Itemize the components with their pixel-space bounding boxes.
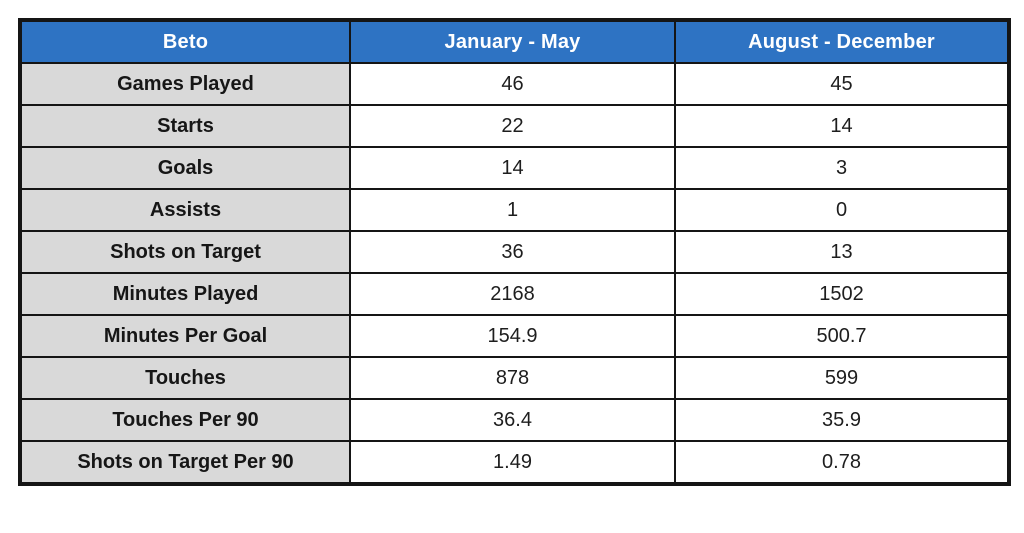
cell-value: 46 bbox=[349, 62, 676, 106]
header-player-name: Beto bbox=[19, 19, 351, 64]
row-label: Shots on Target Per 90 bbox=[19, 440, 351, 485]
cell-value: 36 bbox=[349, 230, 676, 274]
header-period-2: August - December bbox=[674, 19, 1010, 64]
table-row: Minutes Played 2168 1502 bbox=[19, 272, 1010, 316]
table-row: Minutes Per Goal 154.9 500.7 bbox=[19, 314, 1010, 358]
header-row: Beto January - May August - December bbox=[19, 19, 1010, 64]
table-row: Touches 878 599 bbox=[19, 356, 1010, 400]
table-row: Goals 14 3 bbox=[19, 146, 1010, 190]
row-label: Minutes Played bbox=[19, 272, 351, 316]
header-period-1: January - May bbox=[349, 19, 676, 64]
row-label: Shots on Target bbox=[19, 230, 351, 274]
table-row: Starts 22 14 bbox=[19, 104, 1010, 148]
table-row: Games Played 46 45 bbox=[19, 62, 1010, 106]
cell-value: 1502 bbox=[674, 272, 1010, 316]
row-label: Starts bbox=[19, 104, 351, 148]
player-stats-table: Beto January - May August - December Gam… bbox=[18, 18, 1011, 486]
row-label: Touches Per 90 bbox=[19, 398, 351, 442]
cell-value: 2168 bbox=[349, 272, 676, 316]
cell-value: 878 bbox=[349, 356, 676, 400]
row-label: Assists bbox=[19, 188, 351, 232]
row-label: Goals bbox=[19, 146, 351, 190]
cell-value: 14 bbox=[674, 104, 1010, 148]
table-row: Assists 1 0 bbox=[19, 188, 1010, 232]
cell-value: 13 bbox=[674, 230, 1010, 274]
row-label: Games Played bbox=[19, 62, 351, 106]
table-row: Shots on Target 36 13 bbox=[19, 230, 1010, 274]
cell-value: 599 bbox=[674, 356, 1010, 400]
table-row: Touches Per 90 36.4 35.9 bbox=[19, 398, 1010, 442]
cell-value: 22 bbox=[349, 104, 676, 148]
cell-value: 36.4 bbox=[349, 398, 676, 442]
cell-value: 14 bbox=[349, 146, 676, 190]
cell-value: 35.9 bbox=[674, 398, 1010, 442]
cell-value: 0.78 bbox=[674, 440, 1010, 485]
cell-value: 3 bbox=[674, 146, 1010, 190]
stats-table-container: Beto January - May August - December Gam… bbox=[18, 18, 1011, 486]
table-row: Shots on Target Per 90 1.49 0.78 bbox=[19, 440, 1010, 485]
cell-value: 45 bbox=[674, 62, 1010, 106]
row-label: Minutes Per Goal bbox=[19, 314, 351, 358]
cell-value: 1 bbox=[349, 188, 676, 232]
row-label: Touches bbox=[19, 356, 351, 400]
cell-value: 1.49 bbox=[349, 440, 676, 485]
cell-value: 154.9 bbox=[349, 314, 676, 358]
cell-value: 0 bbox=[674, 188, 1010, 232]
cell-value: 500.7 bbox=[674, 314, 1010, 358]
